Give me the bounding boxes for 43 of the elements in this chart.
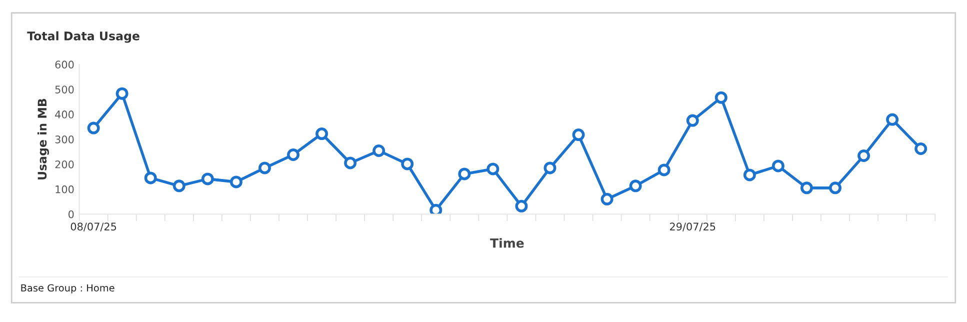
point — [714, 91, 728, 104]
y-tick-label: 200 — [55, 160, 74, 168]
point — [886, 113, 899, 126]
point — [316, 128, 328, 140]
point — [600, 192, 614, 206]
point — [658, 164, 670, 176]
point — [743, 168, 756, 182]
y-tick-label: 600 — [55, 60, 74, 69]
y-tick-label: 300 — [55, 135, 74, 144]
point — [258, 162, 271, 174]
point — [572, 128, 585, 142]
x-tick-label: 08/07/25 — [70, 222, 116, 232]
point — [486, 162, 500, 176]
point — [828, 182, 842, 194]
x-axis-title: Time — [490, 238, 524, 248]
y-tick-label: 100 — [56, 185, 74, 194]
y-tick-label: 0 — [68, 210, 74, 218]
point — [772, 160, 784, 172]
point — [87, 122, 100, 134]
point — [430, 204, 442, 214]
y-tick-label: 500 — [55, 86, 74, 94]
point — [914, 142, 928, 155]
y-tick-label: 400 — [55, 110, 74, 118]
point — [629, 180, 642, 192]
point — [116, 87, 128, 100]
point — [458, 168, 471, 180]
x-tick-label: 29/07/25 — [670, 222, 716, 232]
point — [201, 172, 214, 186]
point — [172, 180, 186, 192]
point — [515, 200, 528, 212]
point — [372, 144, 386, 157]
point — [800, 182, 813, 194]
chart-title: Total Data Usage — [27, 31, 140, 43]
point — [686, 114, 699, 127]
text: Base Group : Home — [21, 284, 114, 294]
y-axis-title: Usage in MB — [37, 98, 49, 180]
point — [544, 162, 556, 174]
point — [858, 149, 870, 162]
point — [401, 158, 414, 170]
point — [286, 148, 300, 161]
point — [344, 156, 357, 170]
point — [230, 176, 242, 188]
point — [144, 172, 157, 184]
